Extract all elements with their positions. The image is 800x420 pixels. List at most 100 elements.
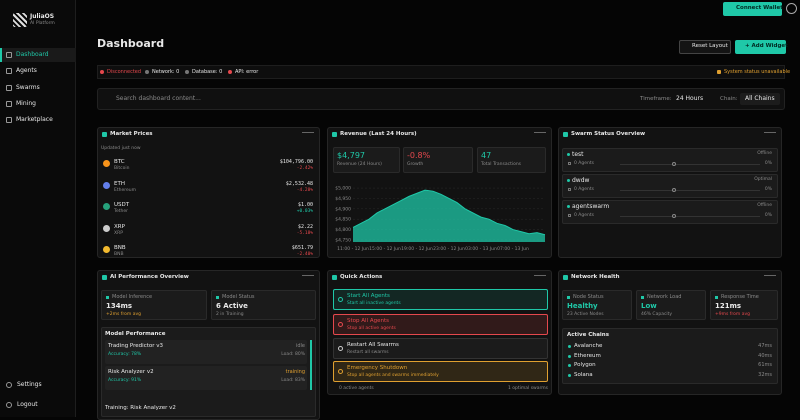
chain-name: Solana — [574, 371, 593, 378]
stat-icon — [715, 296, 718, 299]
revenue-chart: $5,000 $4,950 $4,900 $4,850 $4,800 $4,750 11:0… — [335, 186, 546, 252]
coin-icon — [103, 203, 110, 210]
action-title: Emergency Shutdown — [347, 365, 408, 371]
panel-title: Market Prices — [110, 131, 153, 137]
panel-icon — [563, 275, 568, 280]
action-desc: Stop all agents and swarms immediately — [347, 373, 439, 378]
reset-layout-button[interactable] — [679, 40, 731, 54]
perf-title: Model Performance — [105, 331, 166, 337]
training-note: Training: Risk Analyzer v2 — [105, 405, 176, 411]
nav-item[interactable]: Swarms — [16, 83, 40, 91]
swarm-agents: 0 Agents — [574, 187, 594, 192]
stat-value: $4,797 — [337, 151, 365, 160]
nav-item[interactable]: Dashboard — [16, 51, 49, 58]
coin-change: +0.03% — [296, 209, 313, 214]
y-tick-label: $4,800 — [335, 227, 351, 233]
stat-icon — [641, 296, 644, 299]
agents-icon — [568, 162, 571, 165]
chain-dot — [568, 364, 571, 367]
swarm-agents: 0 Agents — [574, 213, 594, 218]
nav-icon — [6, 68, 12, 75]
footer-left: 0 active agents — [339, 386, 374, 391]
coin-price: $651.79 — [291, 245, 313, 251]
swarm-row — [562, 148, 778, 172]
stat-box — [710, 290, 778, 320]
x-tick-label: 11:00 - 12 Jun — [337, 246, 369, 252]
action-button[interactable] — [333, 361, 548, 382]
x-tick-label: 23:00 - 12 Jun — [433, 246, 465, 252]
action-icon — [338, 297, 343, 302]
status-bar — [97, 65, 785, 79]
swarm-knob — [672, 188, 676, 192]
swarm-row — [562, 174, 778, 198]
swarm-status: Optimal — [754, 177, 772, 182]
swarm-dot — [567, 205, 570, 208]
nav-item[interactable]: Settings — [17, 381, 42, 388]
coin-change: -4.28% — [296, 187, 313, 193]
agents-icon — [568, 188, 571, 191]
quick-panel — [327, 270, 552, 395]
model-name: Risk Analyzer v2 — [108, 369, 154, 375]
model-name: Trading Predictor v3 — [108, 343, 163, 349]
logo — [13, 13, 27, 27]
coin-price: $1.00 — [297, 202, 313, 208]
panel-title: Swarm Status Overview — [571, 131, 646, 137]
swarm-pct: 0% — [764, 187, 772, 192]
status-item: Database: 0 — [192, 69, 223, 75]
nav-item[interactable]: Logout — [17, 401, 38, 408]
page-title: Dashboard — [97, 37, 165, 50]
stat-box — [477, 147, 546, 173]
stat-icon — [106, 296, 109, 299]
stat-box — [403, 147, 473, 173]
action-button[interactable] — [333, 314, 548, 335]
nav-item[interactable]: Agents — [16, 67, 37, 75]
coin-change: -2.40% — [296, 252, 313, 257]
swarm-bar — [620, 164, 760, 165]
nav-icon — [6, 52, 12, 58]
action-button[interactable] — [333, 338, 548, 359]
stat-label: Total Transactions — [481, 162, 522, 167]
stat-note: 2 in Training — [216, 312, 244, 317]
nav-item[interactable]: Marketplace — [16, 116, 53, 124]
add-widget-button[interactable] — [735, 40, 786, 54]
nav-item[interactable]: Mining — [16, 99, 36, 107]
panel-icon — [563, 132, 568, 137]
coin-icon — [103, 181, 110, 189]
updated: Updated just now — [101, 146, 141, 151]
swarm-knob — [672, 162, 676, 166]
coin-price: $2,532.48 — [285, 180, 313, 187]
swarm-agents: 0 Agents — [574, 161, 594, 166]
chain-dot — [568, 345, 571, 348]
footer-right: 1 optimal swarms — [507, 386, 548, 391]
x-tick-label: 15:00 - 12 Jun — [369, 246, 401, 252]
panel-icon — [332, 132, 337, 137]
stat-label: Response Time — [721, 294, 759, 300]
stat-box — [636, 290, 706, 320]
status-dot — [185, 70, 189, 74]
chain-select[interactable] — [740, 93, 780, 105]
timeframe: 24 Hours — [676, 95, 704, 102]
chains-title: Active Chains — [567, 332, 609, 338]
stat-value: -0.8% — [407, 151, 431, 160]
connect-label: Connect Wallet — [736, 5, 783, 11]
y-tick-label: $4,900 — [335, 206, 351, 212]
action-button[interactable] — [333, 289, 548, 310]
stat-icon — [216, 296, 219, 299]
x-tick-label: 19:00 - 12 Jun — [401, 246, 433, 252]
model-accuracy: Accuracy: 91% — [108, 378, 142, 383]
coin-symbol: ETH — [114, 180, 125, 187]
coin-icon — [103, 246, 110, 253]
stat-value: Healthy — [567, 302, 598, 310]
search-placeholder: Search dashboard content... — [116, 95, 201, 102]
swarm-dot — [567, 153, 570, 156]
user-avatar[interactable] — [786, 3, 797, 14]
coin-symbol: XRP — [114, 223, 125, 230]
warning-icon — [717, 70, 721, 74]
stat-box — [562, 290, 632, 320]
connect-wallet-button[interactable] — [723, 2, 782, 16]
search-bar[interactable] — [97, 88, 785, 110]
status-dot — [145, 70, 149, 74]
add-label: + Add Widget — [745, 43, 788, 49]
coin-symbol: BNB — [114, 245, 126, 251]
